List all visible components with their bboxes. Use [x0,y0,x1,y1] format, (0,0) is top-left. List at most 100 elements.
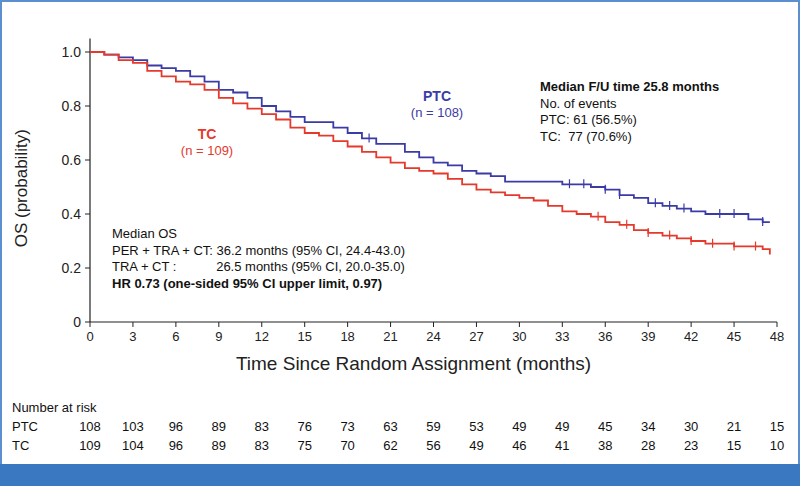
at-risk-value: 46 [512,438,526,453]
at-risk-value: 103 [122,419,144,434]
y-tick-label: 0.2 [62,260,82,276]
x-tick-label: 45 [727,329,741,344]
censor-mark [683,204,684,213]
at-risk-value: 63 [383,419,397,434]
at-risk-value: 83 [255,419,269,434]
series-label: PTC [423,88,451,104]
censor-mark [755,241,756,250]
censor-mark [719,209,720,218]
at-risk-value: 30 [684,419,698,434]
x-tick [605,322,606,327]
at-risk-value: 108 [79,419,101,434]
at-risk-value: 83 [255,438,269,453]
at-risk-row-label: TC [12,438,29,453]
censor-mark [691,236,692,245]
censor-mark [733,209,734,218]
censor-mark [669,201,670,210]
annotation: Median F/U time 25.8 months [540,79,719,94]
at-risk-value: 59 [426,419,440,434]
censor-mark [762,217,763,226]
survival-curve [90,52,770,222]
x-tick-label: 24 [426,329,440,344]
x-axis-label: Time Since Random Assignment (months) [236,353,591,374]
censor-mark [605,185,606,194]
at-risk-value: 49 [469,438,483,453]
at-risk-value: 56 [426,438,440,453]
y-tick [85,214,90,215]
x-tick [390,322,391,327]
at-risk-value: 104 [122,438,144,453]
censor-mark [583,179,584,188]
series-n-label: (n = 109) [181,143,233,158]
at-risk-value: 73 [340,419,354,434]
x-tick-label: 21 [383,329,397,344]
censor-mark [619,190,620,199]
x-tick [132,322,133,327]
x-tick-label: 9 [215,329,222,344]
at-risk-value: 49 [555,419,569,434]
at-risk-value: 23 [684,438,698,453]
x-tick [347,322,348,327]
series-n-label: (n = 108) [411,105,463,120]
y-tick-label: 0.4 [62,206,82,222]
y-tick-label: 1.0 [62,44,82,60]
plot-area [90,52,770,255]
at-risk-value: 53 [469,419,483,434]
annotation: Median OS [112,226,177,241]
at-risk-value: 49 [512,419,526,434]
x-tick [261,322,262,327]
x-tick-label: 36 [598,329,612,344]
y-tick-label: 0.8 [62,98,82,114]
x-tick-label: 27 [469,329,483,344]
at-risk-value: 10 [770,438,784,453]
at-risk-value: 34 [641,419,655,434]
at-risk-value: 89 [212,438,226,453]
y-tick [85,52,90,53]
y-tick [85,322,90,323]
at-risk-value: 45 [598,419,612,434]
at-risk-value: 15 [727,438,741,453]
x-tick [562,322,563,327]
at-risk-title: Number at risk [12,400,97,415]
at-risk-value: 96 [169,419,183,434]
x-tick [648,322,649,327]
y-tick-label: 0.6 [62,152,82,168]
x-tick-label: 6 [172,329,179,344]
censor-mark [733,241,734,250]
at-risk-value: 28 [641,438,655,453]
x-tick-label: 3 [129,329,136,344]
x-tick-label: 30 [512,329,526,344]
at-risk-value: 21 [727,419,741,434]
annotation: TRA + CT : 26.5 months (95% CI, 20.0-35.… [112,259,405,274]
annotation: HR 0.73 (one-sided 95% CI upper limit, 0… [112,276,382,291]
censor-mark [669,231,670,240]
x-tick [218,322,219,327]
series-label: TC [198,126,217,142]
at-risk-value: 96 [169,438,183,453]
survival-curve [90,52,770,255]
footer-bar [0,464,800,486]
x-tick [433,322,434,327]
x-tick [304,322,305,327]
censor-mark [712,239,713,248]
y-axis-label: OS (probability) [12,129,31,247]
annotation: TC: 77 (70.6%) [540,129,632,144]
x-tick-label: 42 [684,329,698,344]
censor-mark [655,198,656,207]
x-tick [90,322,91,327]
x-tick [175,322,176,327]
at-risk-value: 62 [383,438,397,453]
at-risk-value: 76 [297,419,311,434]
x-tick-label: 12 [255,329,269,344]
at-risk-value: 38 [598,438,612,453]
x-tick-label: 18 [340,329,354,344]
x-tick [519,322,520,327]
y-tick-label: 0 [73,314,81,330]
y-axis [89,39,90,323]
x-tick-label: 48 [770,329,784,344]
x-tick-label: 0 [86,329,93,344]
at-risk-value: 70 [340,438,354,453]
x-tick [777,322,778,327]
x-tick [476,322,477,327]
censor-mark [368,133,369,142]
